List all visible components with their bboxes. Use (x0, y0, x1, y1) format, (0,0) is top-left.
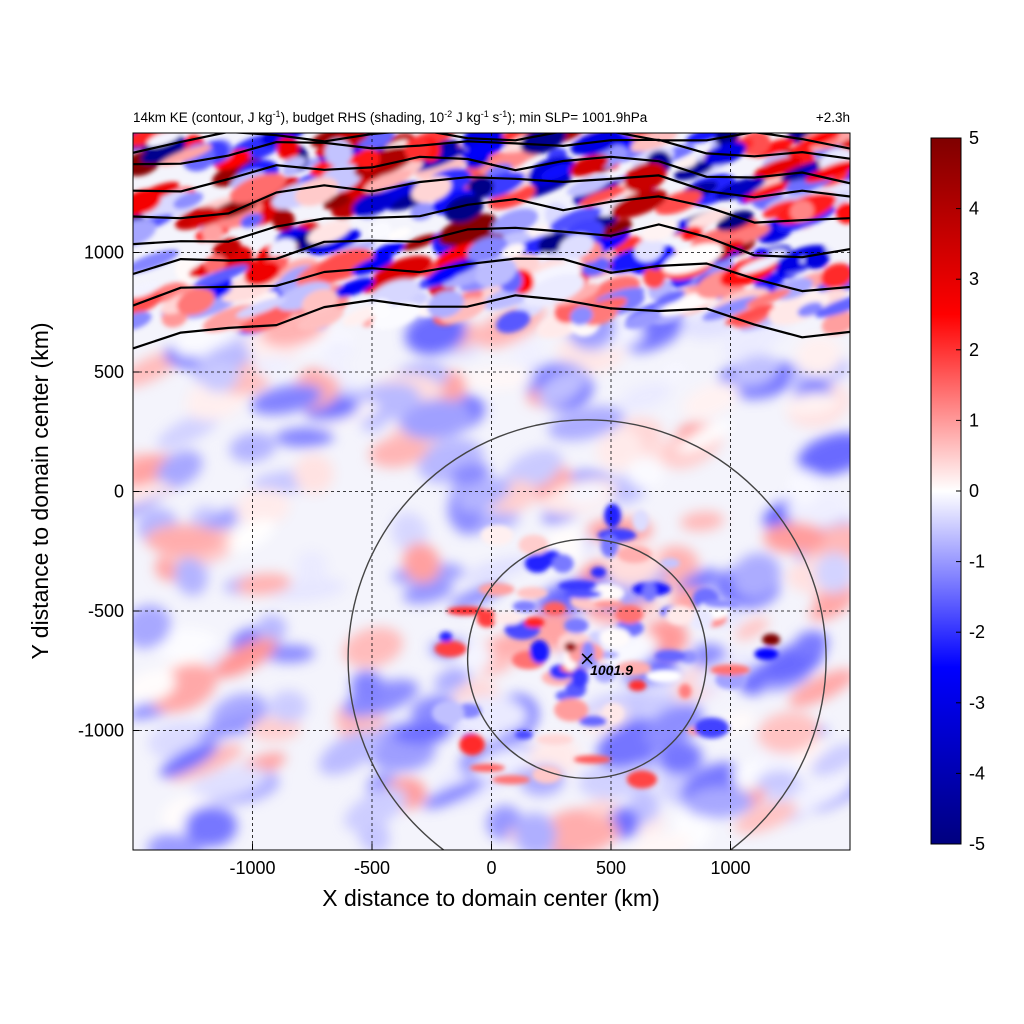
colorbar-tick-label: 0 (969, 481, 979, 501)
colorbar-tick-label: 1 (969, 410, 979, 430)
plot-area (133, 133, 850, 850)
chart-title: 14km KE (contour, J kg-1), budget RHS (s… (133, 109, 648, 125)
y-tick-label: 500 (94, 362, 124, 382)
range-ring (347, 419, 827, 850)
x-tick-label: -500 (354, 858, 390, 878)
colorbar-tick-label: 5 (969, 128, 979, 148)
y-tick-label: -1000 (78, 721, 124, 741)
colorbar-ticks: 5 4 3 2 1 0 -1 -2 -3 -4 -5 (956, 128, 985, 854)
budget-shading (133, 133, 850, 850)
x-axis-ticks: -1000 -500 0 500 1000 (229, 844, 751, 878)
colorbar-tick-label: -1 (969, 552, 985, 572)
storm-center-label: 1001.9 (590, 662, 633, 678)
x-tick-label: -1000 (229, 858, 275, 878)
colorbar-tick-label: 2 (969, 340, 979, 360)
y-axis-ticks: -1000 -500 0 500 1000 (78, 243, 139, 741)
ke-contours (133, 133, 850, 350)
colorbar: 5 4 3 2 1 0 -1 -2 -3 -4 -5 (930, 128, 985, 854)
ke-contour-line (133, 174, 850, 220)
y-axis-title: Y distance to domain center (km) (27, 322, 53, 659)
y-tick-label: 0 (114, 482, 124, 502)
colorbar-tick-label: -2 (969, 622, 985, 642)
colorbar-tick-label: -3 (969, 693, 985, 713)
x-tick-label: 500 (596, 858, 626, 878)
ke-contour-line (133, 195, 850, 246)
x-tick-label: 1000 (710, 858, 750, 878)
colorbar-tick-label: -5 (969, 834, 985, 854)
storm-center-marker (581, 653, 593, 665)
ke-contour-line (133, 294, 850, 350)
ke-contour-line (133, 155, 850, 193)
ke-contour-line (133, 257, 850, 307)
range-rings (347, 419, 827, 850)
range-ring (466, 538, 708, 779)
ke-contour-line (133, 133, 850, 154)
y-tick-label: -500 (88, 601, 124, 621)
storm-center: 1001.9 (581, 653, 633, 678)
y-tick-label: 1000 (84, 243, 124, 263)
colorbar-tick-label: 3 (969, 269, 979, 289)
ke-contour-line (133, 138, 850, 166)
ke-contour-line (133, 223, 850, 276)
x-axis-title: X distance to domain center (km) (322, 885, 659, 911)
x-tick-label: 0 (486, 858, 496, 878)
colorbar-tick-label: -4 (969, 763, 985, 783)
colorbar-tick-label: 4 (969, 199, 979, 219)
chart-time-label: +2.3h (816, 110, 850, 125)
